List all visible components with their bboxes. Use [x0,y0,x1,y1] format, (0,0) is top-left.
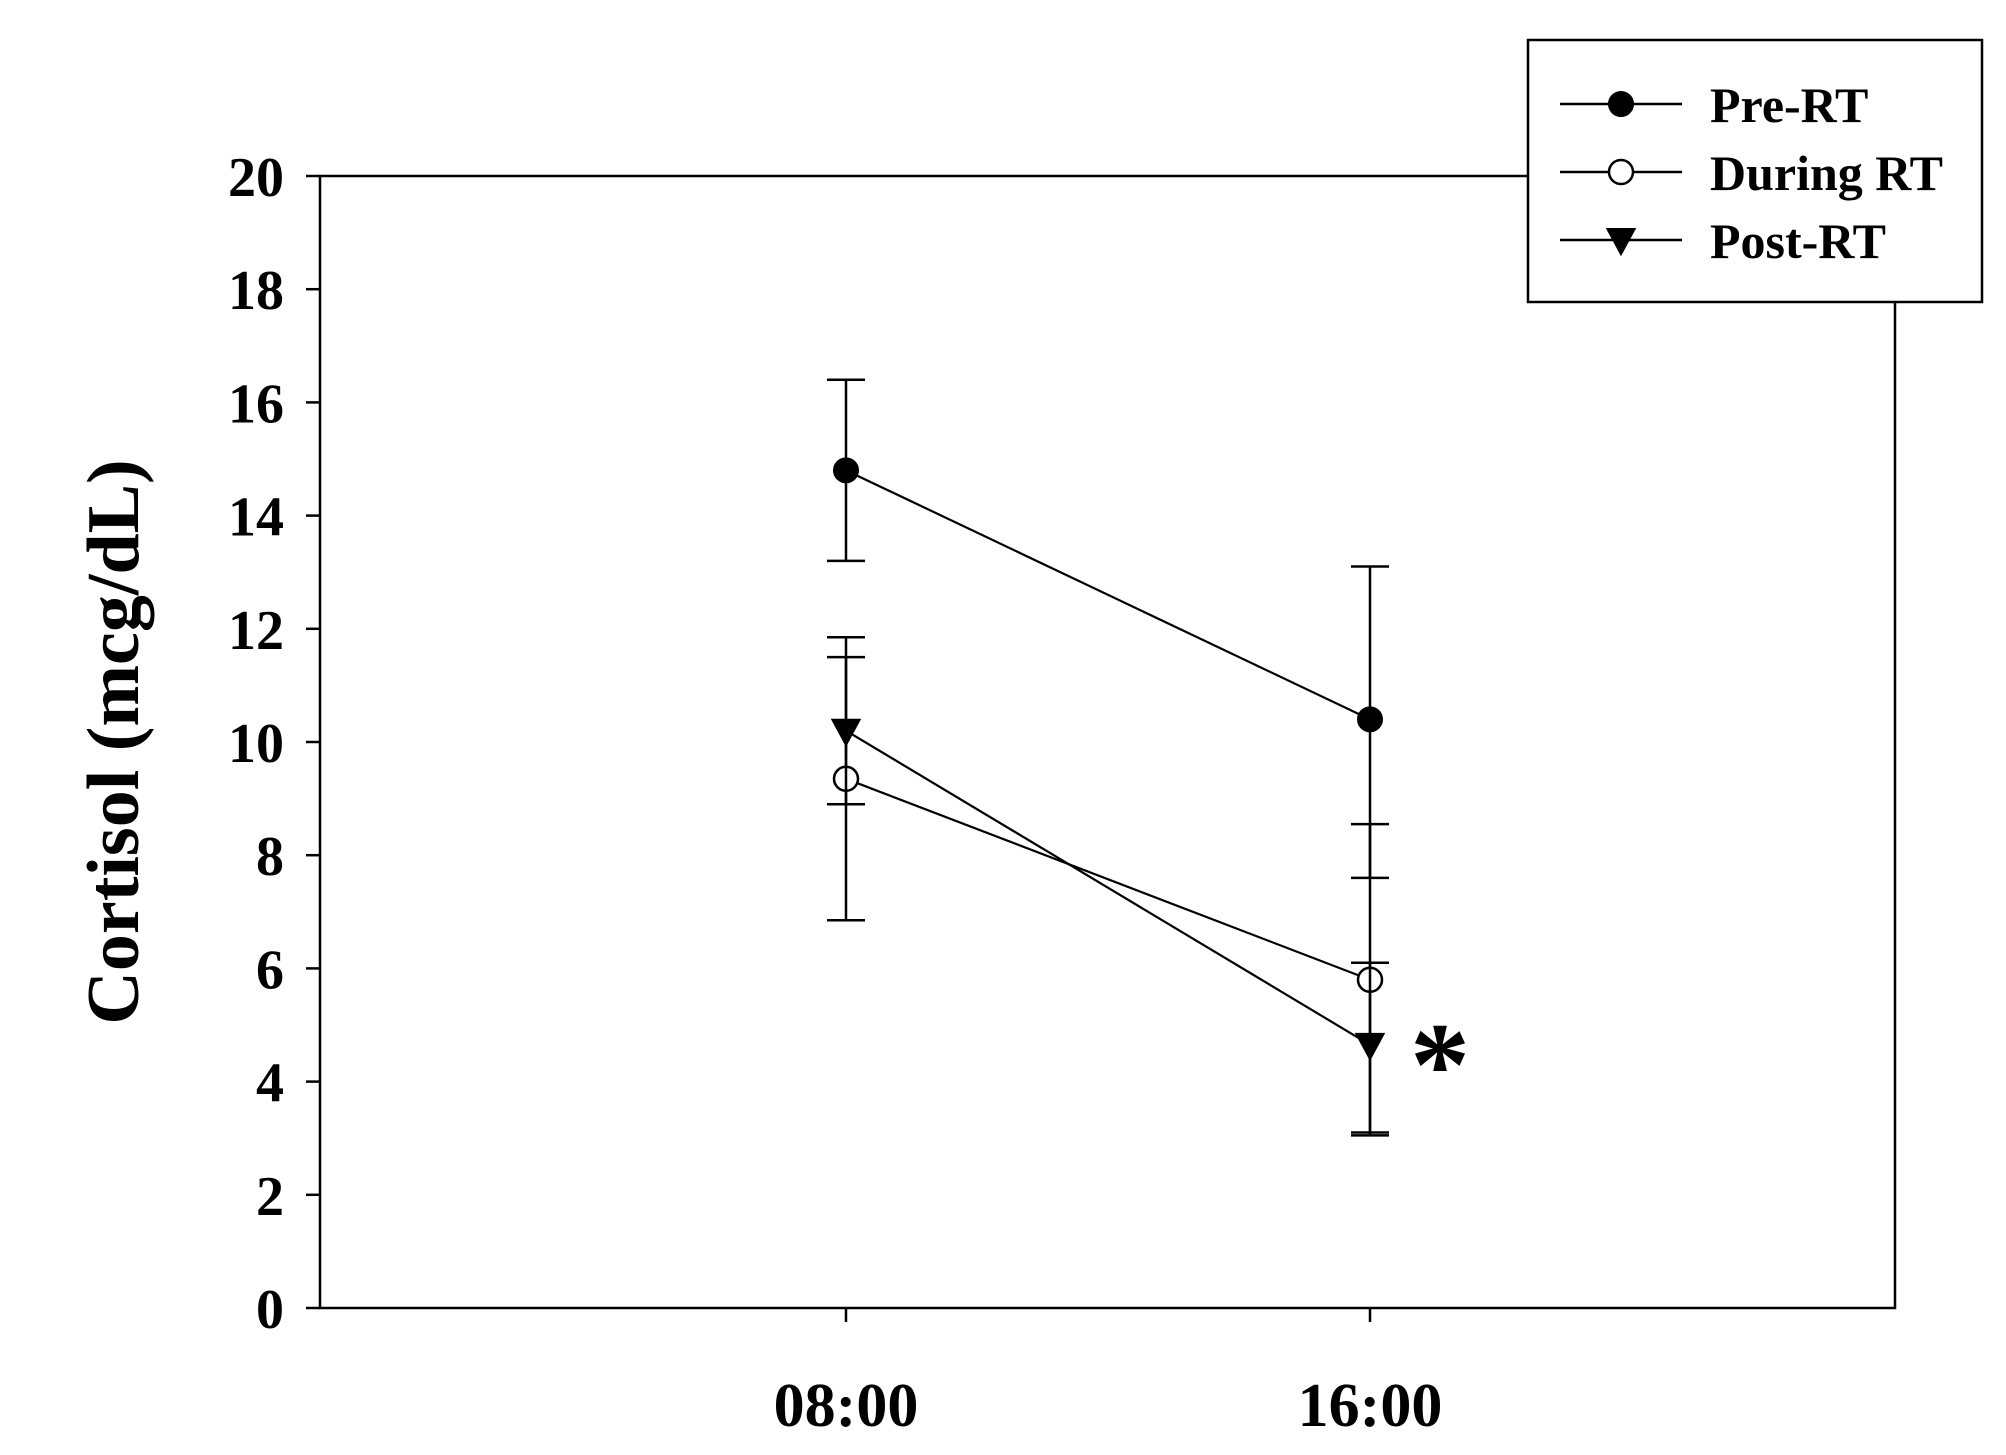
legend-label: During RT [1710,145,1943,201]
legend: Pre-RT During RT Post-RT [1526,38,1984,304]
data-point [833,457,859,484]
series-during-rt [827,636,1389,1134]
significance-asterisk: * [1410,998,1470,1131]
series-line [845,729,1371,1046]
plot-frame [318,174,1897,1310]
y-tick-label: 0 [256,1279,284,1341]
data-point [830,718,862,747]
y-tick-label: 6 [256,939,284,1001]
legend-item: Pre-RT [1560,77,1868,133]
y-tick-label: 4 [256,1053,284,1115]
y-axis-label: Cortisol (mcg/dL) [73,459,155,1024]
x-tick-label: 08:00 [774,1372,919,1440]
legend-item: During RT [1560,145,1943,201]
y-tick-label: 2 [256,1166,284,1228]
y-tick-label: 20 [228,147,284,209]
series-line [845,777,1371,981]
legend-marker [1605,228,1637,257]
y-tick-label: 8 [256,826,284,888]
x-tick-label: 16:00 [1298,1372,1443,1440]
legend-label: Pre-RT [1710,77,1868,133]
series-layer: * [827,378,1470,1137]
legend-item: Post-RT [1560,213,1886,269]
data-point [1354,1032,1386,1062]
y-tick-label: 14 [228,487,284,549]
y-tick-label: 18 [228,260,284,322]
y-tick-label: 16 [228,373,284,435]
data-point [1357,706,1383,733]
axes: 0 2 4 6 8 10 12 14 16 18 20 08:00 16:00 Cortisol (mcg… [73,147,1897,1440]
y-tick-label: 12 [228,600,284,662]
legend-marker [1607,158,1635,186]
legend-marker [1608,91,1634,117]
series-post-rt [827,655,1389,1137]
y-tick-label: 10 [228,713,284,775]
series-line [845,469,1371,721]
legend-label: Post-RT [1710,213,1886,269]
